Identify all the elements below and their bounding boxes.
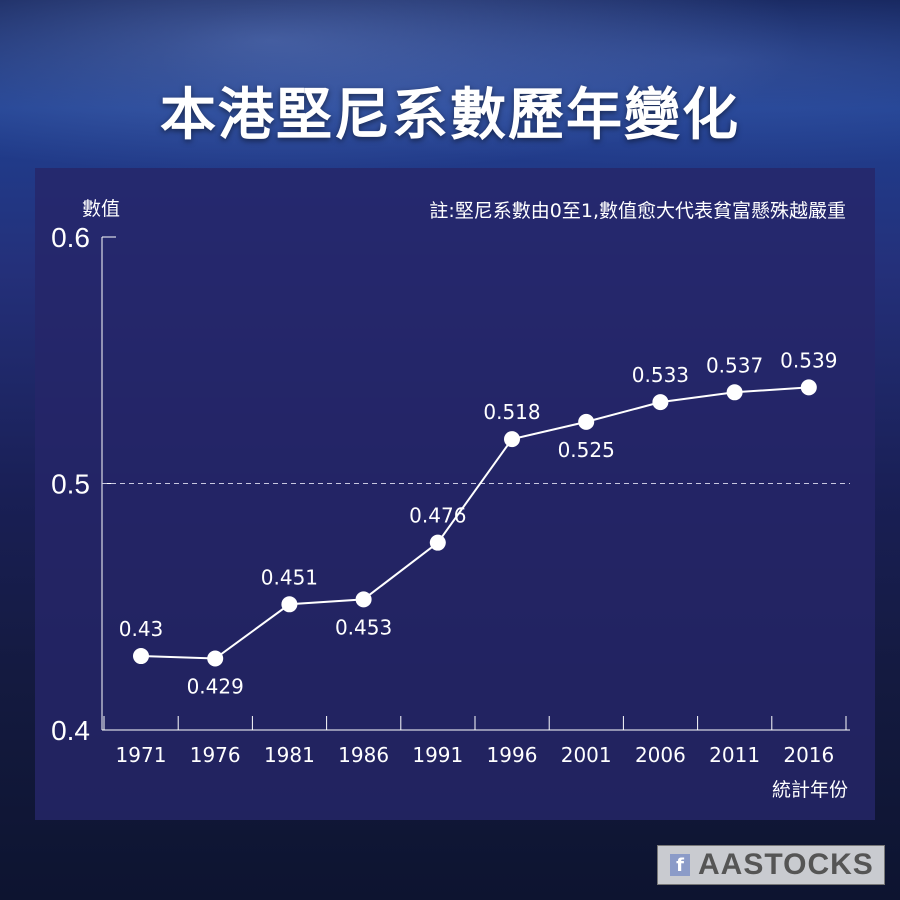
aastocks-logo[interactable]: f AASTOCKS <box>657 845 885 885</box>
chart-note: 註:堅尼系數由0至1,數值愈大代表貧富懸殊越嚴重 <box>429 200 846 222</box>
x-axis-label: 統計年份 <box>772 779 848 801</box>
y-tick-label: 0.4 <box>51 715 90 746</box>
x-tick-label: 1981 <box>264 743 315 767</box>
data-point <box>800 379 817 396</box>
x-tick-label: 1991 <box>412 743 463 767</box>
data-point <box>578 413 595 430</box>
data-label: 0.518 <box>483 400 540 424</box>
data-point <box>504 431 520 448</box>
facebook-icon[interactable]: f <box>670 854 690 876</box>
data-label: 0.43 <box>119 617 164 641</box>
page-title: 本港堅尼系數歷年變化 <box>160 83 740 148</box>
logo-text: AASTOCKS <box>698 848 874 881</box>
data-label: 0.525 <box>558 438 615 462</box>
data-label: 0.533 <box>632 363 689 387</box>
x-tick-label: 2016 <box>783 743 834 767</box>
series-line <box>140 386 809 660</box>
data-point <box>429 534 446 551</box>
x-tick-label: 1986 <box>338 743 389 767</box>
x-tick-label: 2011 <box>709 743 760 767</box>
data-label: 0.537 <box>706 353 763 377</box>
x-tick-label: 2006 <box>635 743 686 767</box>
data-point <box>133 648 149 665</box>
data-label: 0.539 <box>780 348 837 372</box>
data-point <box>207 650 224 667</box>
x-tick-label: 2001 <box>561 743 612 767</box>
data-point <box>652 394 669 411</box>
y-tick-label: 0.5 <box>51 469 90 500</box>
data-point <box>726 384 743 401</box>
data-label: 0.451 <box>261 565 318 589</box>
data-point <box>281 596 298 613</box>
data-label: 0.453 <box>335 615 392 639</box>
x-tick-label: 1971 <box>116 743 167 767</box>
data-label: 0.476 <box>409 504 466 528</box>
y-axis-label: 數值 <box>82 198 120 220</box>
background-sky <box>0 0 900 200</box>
x-tick-label: 1976 <box>190 743 241 767</box>
x-tick-label: 1996 <box>487 743 538 767</box>
y-tick-label: 0.6 <box>51 222 90 253</box>
data-point <box>355 591 372 608</box>
chart-panel <box>35 168 875 820</box>
data-label: 0.429 <box>187 675 244 699</box>
